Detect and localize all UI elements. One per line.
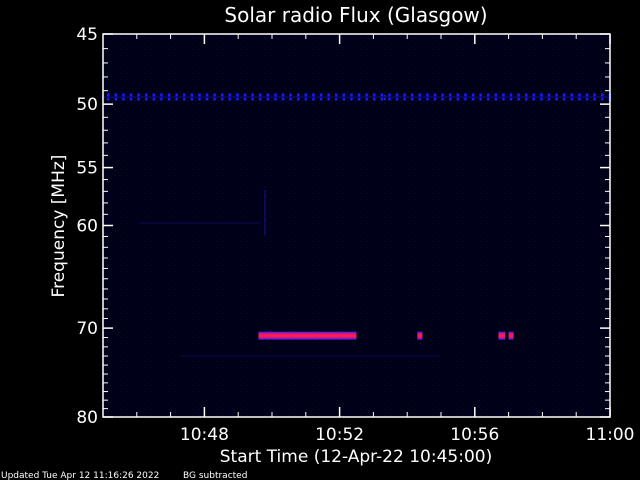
y-tick-label: 50 bbox=[76, 95, 98, 115]
y-tick-label: 70 bbox=[76, 319, 98, 339]
y-axis-label: Frequency [MHz] bbox=[49, 155, 69, 298]
radio-burst bbox=[498, 331, 506, 340]
y-tick-label: 45 bbox=[76, 25, 98, 45]
y-tick-label: 55 bbox=[76, 159, 98, 179]
x-axis-label: Start Time (12-Apr-22 10:45:00) bbox=[220, 447, 492, 467]
radio-burst bbox=[417, 331, 423, 340]
x-tick-label: 11:00 bbox=[586, 425, 635, 445]
y-tick-label: 80 bbox=[76, 408, 98, 428]
plot-area bbox=[103, 34, 610, 417]
x-tick-label: 10:56 bbox=[450, 425, 499, 445]
interference-band-line bbox=[103, 96, 610, 98]
footer-bg-note: BG subtracted bbox=[183, 471, 247, 480]
radio-burst bbox=[508, 331, 514, 340]
x-tick-label: 10:48 bbox=[180, 425, 229, 445]
x-tick-label: 10:52 bbox=[315, 425, 364, 445]
radio-burst bbox=[258, 331, 357, 340]
chart-title: Solar radio Flux (Glasgow) bbox=[224, 3, 487, 27]
x-axis: 10:48 10:52 10:56 11:00 bbox=[136, 34, 635, 445]
y-tick-label: 60 bbox=[76, 217, 98, 237]
spectral-features bbox=[103, 93, 612, 340]
footer-updated: Updated Tue Apr 12 11:16:26 2022 bbox=[1, 471, 159, 480]
y-axis: 45 50 55 60 70 80 bbox=[76, 25, 610, 428]
